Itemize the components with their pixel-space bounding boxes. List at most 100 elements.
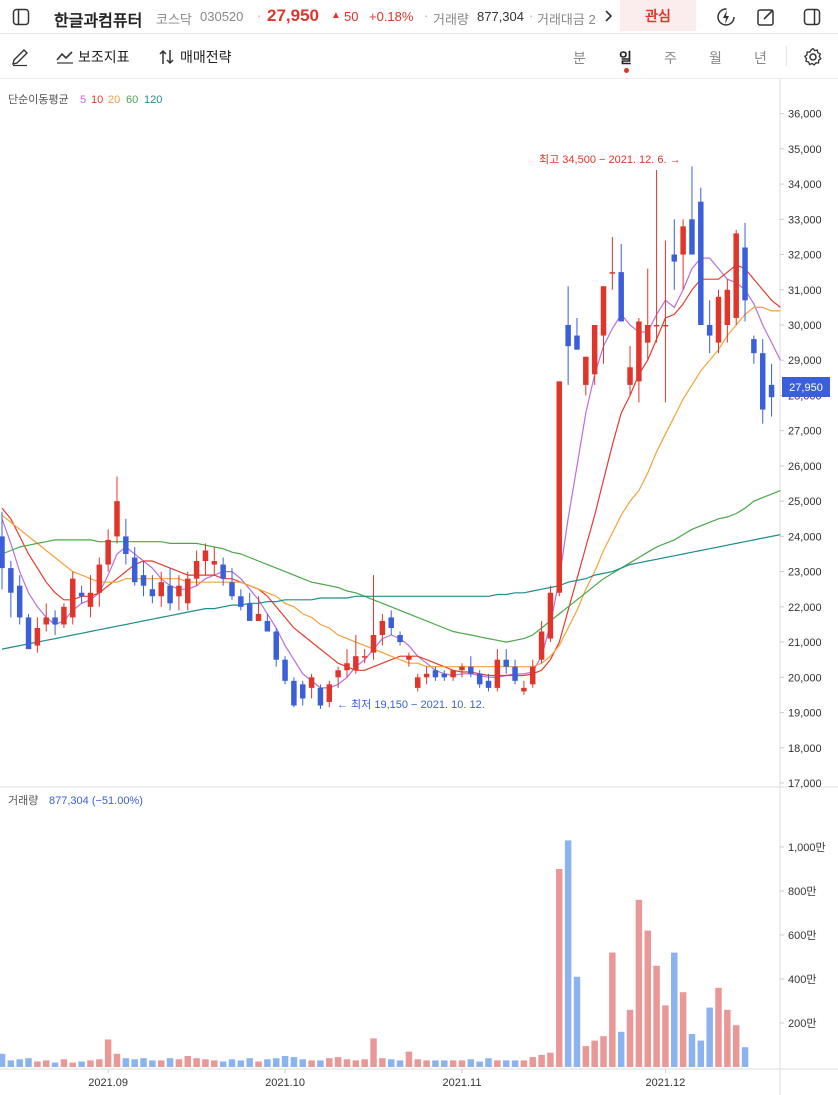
- period-day-tab[interactable]: 일: [619, 50, 632, 66]
- candle-body: [538, 631, 545, 660]
- volume-bar: [688, 1034, 696, 1067]
- candle-body: [706, 325, 713, 336]
- current-price: 27,950: [267, 6, 319, 25]
- volume-bar: [7, 1060, 15, 1067]
- candle: [229, 568, 235, 600]
- candle-body: [370, 635, 377, 653]
- sidebar-toggle-icon[interactable]: [11, 7, 31, 27]
- volume-tick-label: 600만: [788, 929, 816, 942]
- candle-body: [698, 201, 704, 325]
- volume-bar: [600, 1036, 607, 1067]
- candle-body: [574, 335, 580, 350]
- candle-body: [671, 254, 678, 262]
- candle: [565, 286, 571, 385]
- price-tick-label: 34,000: [788, 179, 822, 191]
- candle-body: [397, 635, 403, 643]
- candle-body: [25, 617, 32, 650]
- candle: [388, 610, 394, 636]
- candle-body: [255, 613, 262, 621]
- candle-body: [485, 680, 492, 688]
- candle: [724, 279, 731, 343]
- period-week-tab[interactable]: 주: [664, 50, 677, 66]
- candle: [149, 575, 156, 604]
- candle: [255, 596, 262, 621]
- candle-body: [530, 666, 536, 685]
- candle: [105, 529, 111, 572]
- time-tick-label: 2021.11: [443, 1077, 482, 1089]
- candle-body: [591, 325, 598, 375]
- candle-body: [335, 670, 341, 678]
- period-year-tab[interactable]: 년: [754, 50, 767, 66]
- volume-bar: [379, 1058, 386, 1067]
- indicator-button[interactable]: 보조지표: [56, 47, 130, 67]
- volume-bar: [308, 1060, 315, 1067]
- stock-chart[interactable]: 36,000 35,000 34,000 33,000 32,000 31,000 30,0…: [0, 79, 838, 1095]
- chevron-right-icon[interactable]: [601, 6, 617, 26]
- price-grid: [0, 79, 838, 1095]
- candle-body: [317, 687, 324, 706]
- price-tick-label: 27,000: [788, 426, 822, 438]
- candle: [123, 518, 129, 565]
- volume-bar: [476, 1061, 483, 1067]
- candle: [52, 610, 58, 636]
- volume-bar: [405, 1051, 413, 1067]
- candle-body: [361, 656, 368, 658]
- ma-legend-60: 60: [126, 94, 138, 106]
- candle-body: [61, 606, 67, 625]
- volume-value: 877,304: [477, 9, 524, 24]
- volume-bar: [706, 1007, 713, 1067]
- candle-body: [211, 561, 218, 565]
- candle: [521, 680, 527, 695]
- candle: [503, 649, 509, 674]
- panel-toggle-icon[interactable]: [802, 7, 822, 27]
- candle-body: [158, 582, 164, 597]
- volume-bar: [175, 1059, 183, 1067]
- settings-gear-icon[interactable]: [802, 46, 824, 68]
- candle-body: [644, 325, 651, 343]
- edit-icon[interactable]: [754, 5, 778, 29]
- current-price-marker-box: [782, 377, 830, 397]
- volume-bar: [0, 1053, 6, 1067]
- indicator-label: 보조지표: [78, 49, 130, 65]
- strategy-button[interactable]: 매매전략: [158, 47, 232, 67]
- pencil-draw-icon[interactable]: [9, 46, 31, 68]
- candle-body: [680, 226, 686, 255]
- volume-bar: [131, 1059, 138, 1067]
- volume-bar: [334, 1057, 342, 1067]
- candle-body: [715, 296, 722, 343]
- candle: [326, 680, 333, 708]
- candle: [167, 568, 173, 611]
- volume-bar: [564, 840, 572, 1067]
- volume-bar: [520, 1060, 528, 1067]
- candle: [530, 659, 536, 688]
- volume-label: 거래량: [433, 12, 469, 27]
- period-minute-tab[interactable]: 분: [573, 50, 586, 66]
- price-tick-label: 35,000: [788, 144, 822, 156]
- candle: [706, 300, 713, 354]
- candle-body: [423, 673, 430, 678]
- ma-20-line: [1, 306, 781, 668]
- candle: [406, 652, 412, 667]
- volume-bar: [281, 1056, 289, 1067]
- flash-order-icon[interactable]: [714, 5, 738, 29]
- period-month-tab[interactable]: 월: [709, 50, 722, 66]
- candle: [591, 325, 598, 385]
- ma-legend-5: 5: [80, 94, 86, 106]
- candle: [715, 289, 722, 354]
- ma-legend-120: 120: [144, 94, 162, 106]
- volume-bar: [467, 1059, 475, 1067]
- volume-bar: [485, 1058, 492, 1067]
- candle: [193, 550, 200, 586]
- volume-tick-label: 1,000만: [788, 841, 826, 854]
- candle: [70, 571, 76, 625]
- volume-bar: [458, 1060, 466, 1067]
- candle: [238, 589, 244, 611]
- volume-bar: [237, 1060, 245, 1067]
- candle: [768, 363, 775, 417]
- candle: [131, 546, 138, 586]
- candle-body: [565, 325, 571, 347]
- candle: [689, 166, 695, 255]
- watch-button[interactable]: 관심: [620, 0, 696, 31]
- candle-body: [8, 568, 14, 593]
- candle-body: [751, 339, 757, 354]
